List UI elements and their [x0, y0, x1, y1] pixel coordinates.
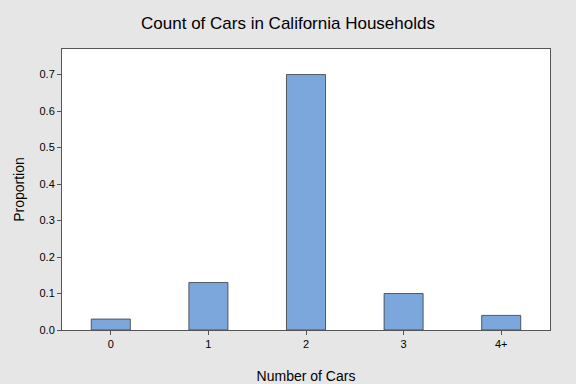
- svg-text:Number of Cars: Number of Cars: [257, 368, 356, 384]
- svg-text:0.5: 0.5: [40, 141, 55, 153]
- svg-text:4+: 4+: [495, 338, 508, 350]
- svg-text:3: 3: [401, 338, 407, 350]
- svg-text:0.6: 0.6: [40, 105, 55, 117]
- svg-text:0.4: 0.4: [40, 178, 55, 190]
- svg-text:0.2: 0.2: [40, 251, 55, 263]
- svg-text:2: 2: [303, 338, 309, 350]
- svg-text:0.1: 0.1: [40, 287, 55, 299]
- svg-text:0: 0: [108, 338, 114, 350]
- svg-text:0.7: 0.7: [40, 68, 55, 80]
- svg-text:0.0: 0.0: [40, 324, 55, 336]
- svg-text:Proportion: Proportion: [11, 157, 27, 222]
- svg-text:Count of Cars in California Ho: Count of Cars in California Households: [141, 14, 435, 33]
- svg-text:1: 1: [205, 338, 211, 350]
- svg-text:0.3: 0.3: [40, 214, 55, 226]
